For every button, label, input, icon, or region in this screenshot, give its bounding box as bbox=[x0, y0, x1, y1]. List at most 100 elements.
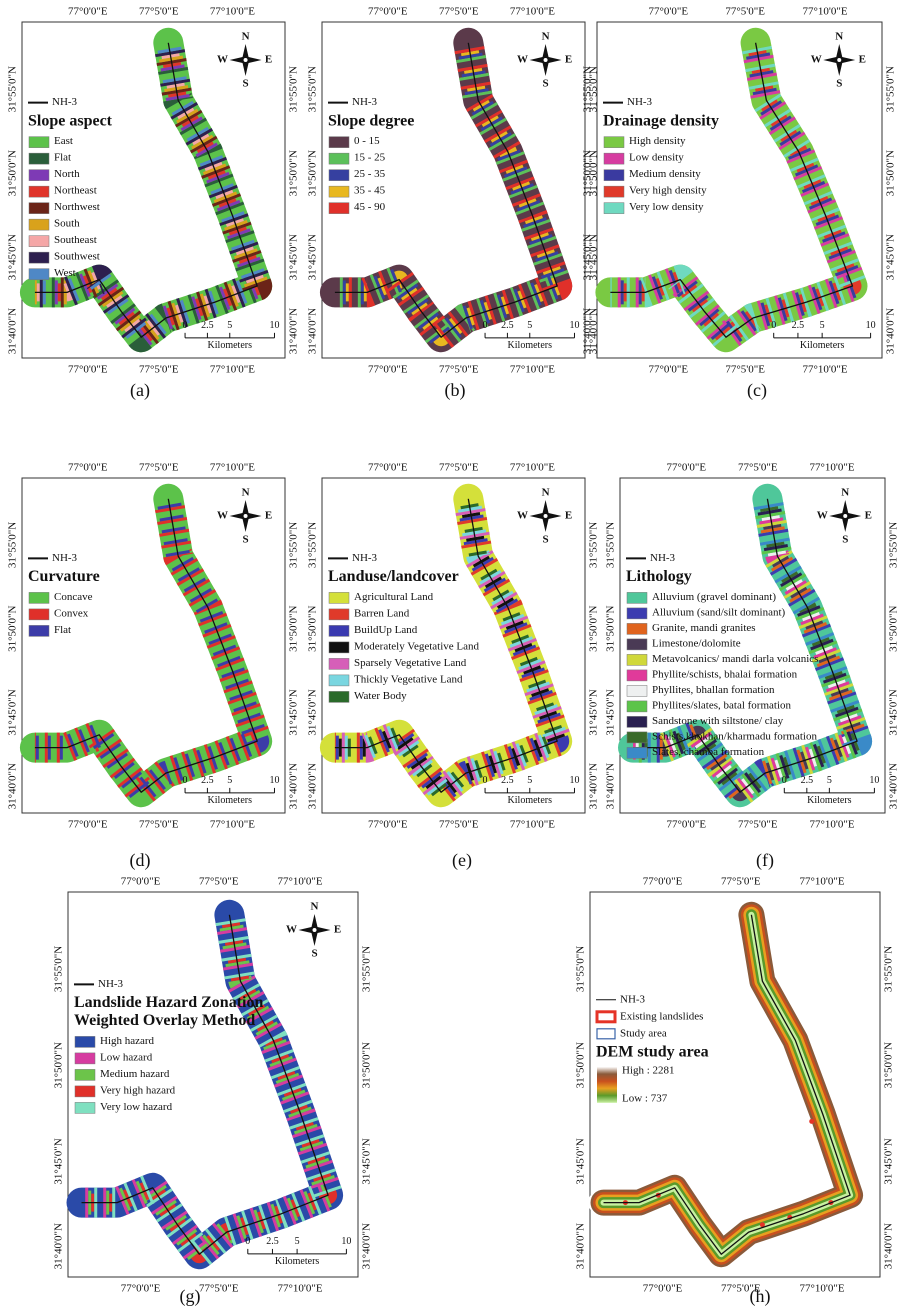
legend-swatch bbox=[626, 654, 648, 666]
longitude-label: 77°10'0"E bbox=[510, 6, 555, 18]
longitude-label: 77°10'0"E bbox=[802, 6, 847, 18]
compass-s: S bbox=[836, 78, 842, 90]
latitude-label: 31°55'0"N bbox=[883, 946, 895, 992]
compass-s: S bbox=[242, 534, 248, 546]
latitude-label: 31°45'0"N bbox=[883, 1138, 895, 1184]
legend-label: High density bbox=[629, 135, 686, 147]
scale-unit: Kilometers bbox=[800, 340, 845, 351]
road-line bbox=[610, 42, 854, 338]
compass-e: E bbox=[859, 54, 866, 66]
legend-swatch bbox=[626, 607, 648, 620]
latitude-label: 31°50'0"N bbox=[307, 606, 319, 652]
scale-unit: Kilometers bbox=[508, 340, 553, 351]
route-label: NH-3 bbox=[52, 96, 78, 108]
compass-n: N bbox=[835, 31, 843, 43]
longitude-label: 77°0'0"E bbox=[368, 6, 408, 18]
latitude-label: 31°50'0"N bbox=[883, 1042, 895, 1088]
latitude-label: 31°45'0"N bbox=[307, 234, 319, 280]
latitude-label: 31°55'0"N bbox=[588, 522, 600, 568]
latitude-label: 31°40'0"N bbox=[888, 763, 900, 809]
legend-label: Study area bbox=[620, 1027, 667, 1039]
compass-n: N bbox=[311, 901, 319, 913]
legend-swatch bbox=[28, 625, 50, 637]
latitude-label: 31°50'0"N bbox=[605, 606, 617, 652]
compass-center bbox=[836, 57, 843, 63]
latitude-label: 31°40'0"N bbox=[307, 308, 319, 354]
legend-swatch bbox=[626, 747, 648, 759]
legend-label: Agricultural Land bbox=[354, 591, 434, 603]
compass-e: E bbox=[265, 510, 272, 522]
scale-unit: Kilometers bbox=[275, 1256, 320, 1267]
longitude-label: 77°5'0"E bbox=[738, 819, 778, 831]
map-frame bbox=[589, 891, 881, 1278]
compass-n: N bbox=[542, 31, 550, 43]
compass-w: W bbox=[811, 54, 822, 66]
legend-swatch bbox=[74, 1085, 96, 1098]
longitude-label: 77°0'0"E bbox=[368, 819, 408, 831]
legend-label: Phyllites/slates, batal formation bbox=[652, 699, 792, 711]
legend-label: 25 - 35 bbox=[354, 168, 386, 180]
legend-label: 15 - 25 bbox=[354, 152, 386, 164]
latitude-label: 31°50'0"N bbox=[588, 606, 600, 652]
route-label: NH-3 bbox=[352, 96, 378, 108]
latitude-label: 31°40'0"N bbox=[605, 763, 617, 809]
road-line bbox=[633, 498, 858, 793]
longitude-label: 77°0'0"E bbox=[68, 819, 108, 831]
legend-swatch bbox=[74, 1069, 96, 1081]
legend-swatch bbox=[28, 251, 50, 264]
longitude-label: 77°10'0"E bbox=[210, 364, 255, 376]
road-line bbox=[334, 498, 558, 793]
legend-label: 35 - 45 bbox=[354, 185, 386, 197]
latitude-label: 31°50'0"N bbox=[888, 606, 900, 652]
longitude-label: 77°5'0"E bbox=[439, 819, 479, 831]
scale-unit: Kilometers bbox=[208, 795, 253, 806]
legend-label: Southwest bbox=[54, 251, 100, 263]
legend-label: Concave bbox=[54, 591, 93, 603]
legend-swatch bbox=[596, 1028, 616, 1040]
latitude-label: 31°55'0"N bbox=[288, 66, 300, 112]
compass-e: E bbox=[865, 510, 872, 522]
scale-label: 0 bbox=[245, 1236, 250, 1247]
scale-label: 2.5 bbox=[792, 320, 805, 331]
legend-label: Flat bbox=[54, 152, 71, 164]
route-label: NH-3 bbox=[650, 552, 676, 564]
route-label: NH-3 bbox=[620, 993, 646, 1005]
legend-label: Southeast bbox=[54, 234, 97, 246]
latitude-label: 31°55'0"N bbox=[307, 522, 319, 568]
longitude-label: 77°10'0"E bbox=[510, 462, 555, 474]
legend-title: Landuse/landcover bbox=[328, 568, 459, 585]
legend-swatch bbox=[28, 202, 50, 214]
latitude-label: 31°45'0"N bbox=[888, 689, 900, 735]
scale-label: 10 bbox=[341, 1236, 351, 1247]
latitude-label: 31°40'0"N bbox=[288, 308, 300, 354]
compass-w: W bbox=[517, 54, 528, 66]
legend-label: Slates, chamba formation bbox=[652, 746, 765, 758]
compass-e: E bbox=[265, 54, 272, 66]
scale-label: 0 bbox=[483, 320, 488, 331]
scale-label: 10 bbox=[269, 320, 279, 331]
legend-label: Northwest bbox=[54, 201, 100, 213]
longitude-label: 77°5'0"E bbox=[439, 6, 479, 18]
longitude-label: 77°0'0"E bbox=[643, 876, 683, 888]
legend-swatch bbox=[328, 202, 350, 214]
longitude-label: 77°10'0"E bbox=[799, 876, 844, 888]
map-panel: 77°0'0"E 77°0'0"E 77°5'0"E 77°5'0"E 77°10'0"… bbox=[307, 6, 600, 402]
latitude-label: 31°45'0"N bbox=[575, 1138, 587, 1184]
scale-label: 5 bbox=[527, 775, 532, 786]
compass-w: W bbox=[817, 510, 828, 522]
legend-label: Barren Land bbox=[354, 607, 410, 619]
legend-title: Lithology bbox=[626, 568, 692, 585]
latitude-label: 31°55'0"N bbox=[7, 522, 19, 568]
legend-label: Granite, mandi granites bbox=[652, 622, 756, 634]
compass-n: N bbox=[841, 487, 849, 499]
latitude-label: 31°40'0"N bbox=[307, 763, 319, 809]
latitude-label: 31°40'0"N bbox=[7, 308, 19, 354]
longitude-label: 77°5'0"E bbox=[439, 462, 479, 474]
scale-label: 5 bbox=[295, 1236, 300, 1247]
legend-swatch bbox=[328, 691, 350, 703]
legend-swatch bbox=[603, 136, 625, 148]
longitude-label: 77°5'0"E bbox=[439, 364, 479, 376]
scale-label: 10 bbox=[869, 775, 879, 786]
scale-label: 0 bbox=[483, 775, 488, 786]
longitude-label: 77°5'0"E bbox=[139, 6, 179, 18]
